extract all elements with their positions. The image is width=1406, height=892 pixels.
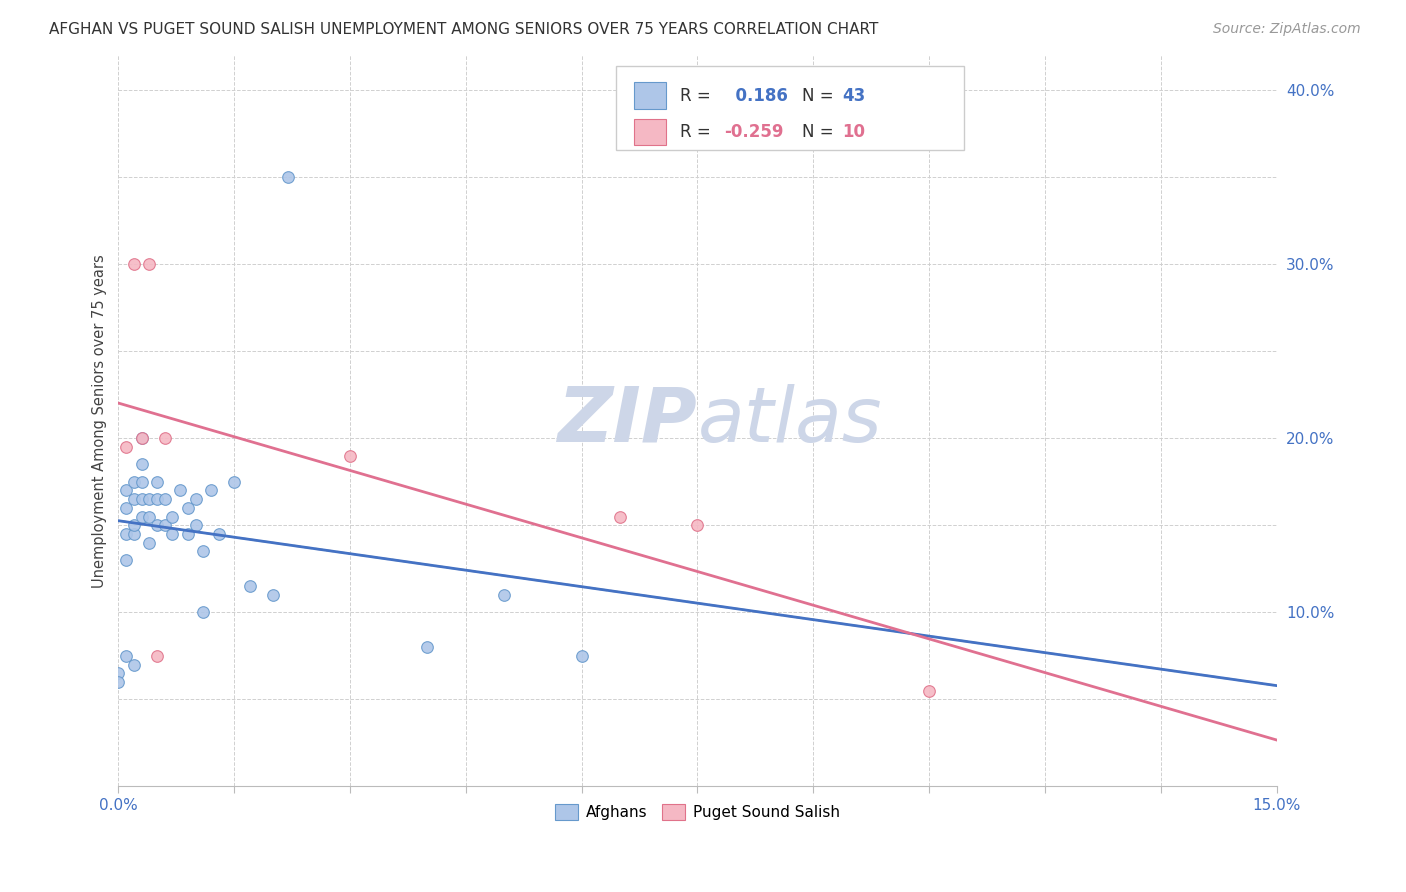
- Point: [131, 458, 153, 472]
- Point: [146, 648, 169, 663]
- Point: [184, 492, 207, 507]
- Point: [122, 492, 145, 507]
- Text: AFGHAN VS PUGET SOUND SALISH UNEMPLOYMENT AMONG SENIORS OVER 75 YEARS CORRELATIO: AFGHAN VS PUGET SOUND SALISH UNEMPLOYMEN…: [49, 22, 879, 37]
- Point: [122, 518, 145, 533]
- Text: 10: 10: [842, 123, 865, 141]
- Point: [107, 666, 129, 681]
- Text: N =: N =: [801, 87, 838, 104]
- Point: [200, 483, 222, 498]
- Point: [239, 579, 262, 593]
- FancyBboxPatch shape: [616, 66, 965, 150]
- Text: -0.259: -0.259: [724, 123, 783, 141]
- Point: [122, 657, 145, 672]
- Point: [138, 257, 160, 271]
- Point: [162, 527, 184, 541]
- Point: [918, 683, 941, 698]
- Point: [169, 483, 191, 498]
- Point: [115, 553, 138, 567]
- Point: [115, 483, 138, 498]
- Point: [146, 492, 169, 507]
- Point: [131, 475, 153, 489]
- Point: [131, 509, 153, 524]
- Point: [208, 527, 231, 541]
- Text: atlas: atlas: [697, 384, 882, 458]
- Point: [122, 475, 145, 489]
- Point: [115, 648, 138, 663]
- Text: ZIP: ZIP: [558, 384, 697, 458]
- Point: [339, 449, 361, 463]
- Point: [184, 518, 207, 533]
- Point: [138, 492, 160, 507]
- Text: 0.186: 0.186: [724, 87, 787, 104]
- Point: [107, 675, 129, 690]
- Point: [146, 475, 169, 489]
- Point: [138, 535, 160, 549]
- Point: [138, 509, 160, 524]
- Point: [162, 509, 184, 524]
- Point: [115, 527, 138, 541]
- Point: [277, 169, 299, 184]
- Point: [115, 500, 138, 515]
- Legend: Afghans, Puget Sound Salish: Afghans, Puget Sound Salish: [548, 798, 846, 826]
- Point: [177, 500, 200, 515]
- Point: [609, 509, 631, 524]
- Point: [494, 588, 516, 602]
- Point: [224, 475, 246, 489]
- Point: [115, 440, 138, 454]
- Text: N =: N =: [801, 123, 838, 141]
- Point: [122, 527, 145, 541]
- Text: Source: ZipAtlas.com: Source: ZipAtlas.com: [1213, 22, 1361, 37]
- Point: [153, 431, 176, 445]
- Point: [146, 518, 169, 533]
- Point: [416, 640, 439, 655]
- Text: R =: R =: [681, 123, 716, 141]
- Text: 43: 43: [842, 87, 866, 104]
- Point: [262, 588, 284, 602]
- Point: [131, 492, 153, 507]
- Point: [153, 518, 176, 533]
- FancyBboxPatch shape: [634, 82, 666, 109]
- Y-axis label: Unemployment Among Seniors over 75 years: Unemployment Among Seniors over 75 years: [93, 254, 107, 588]
- Text: R =: R =: [681, 87, 716, 104]
- Point: [177, 527, 200, 541]
- Point: [193, 605, 215, 619]
- Point: [193, 544, 215, 558]
- Point: [571, 648, 593, 663]
- Point: [122, 257, 145, 271]
- Point: [131, 431, 153, 445]
- Point: [131, 431, 153, 445]
- Point: [153, 492, 176, 507]
- Point: [686, 518, 709, 533]
- FancyBboxPatch shape: [634, 119, 666, 145]
